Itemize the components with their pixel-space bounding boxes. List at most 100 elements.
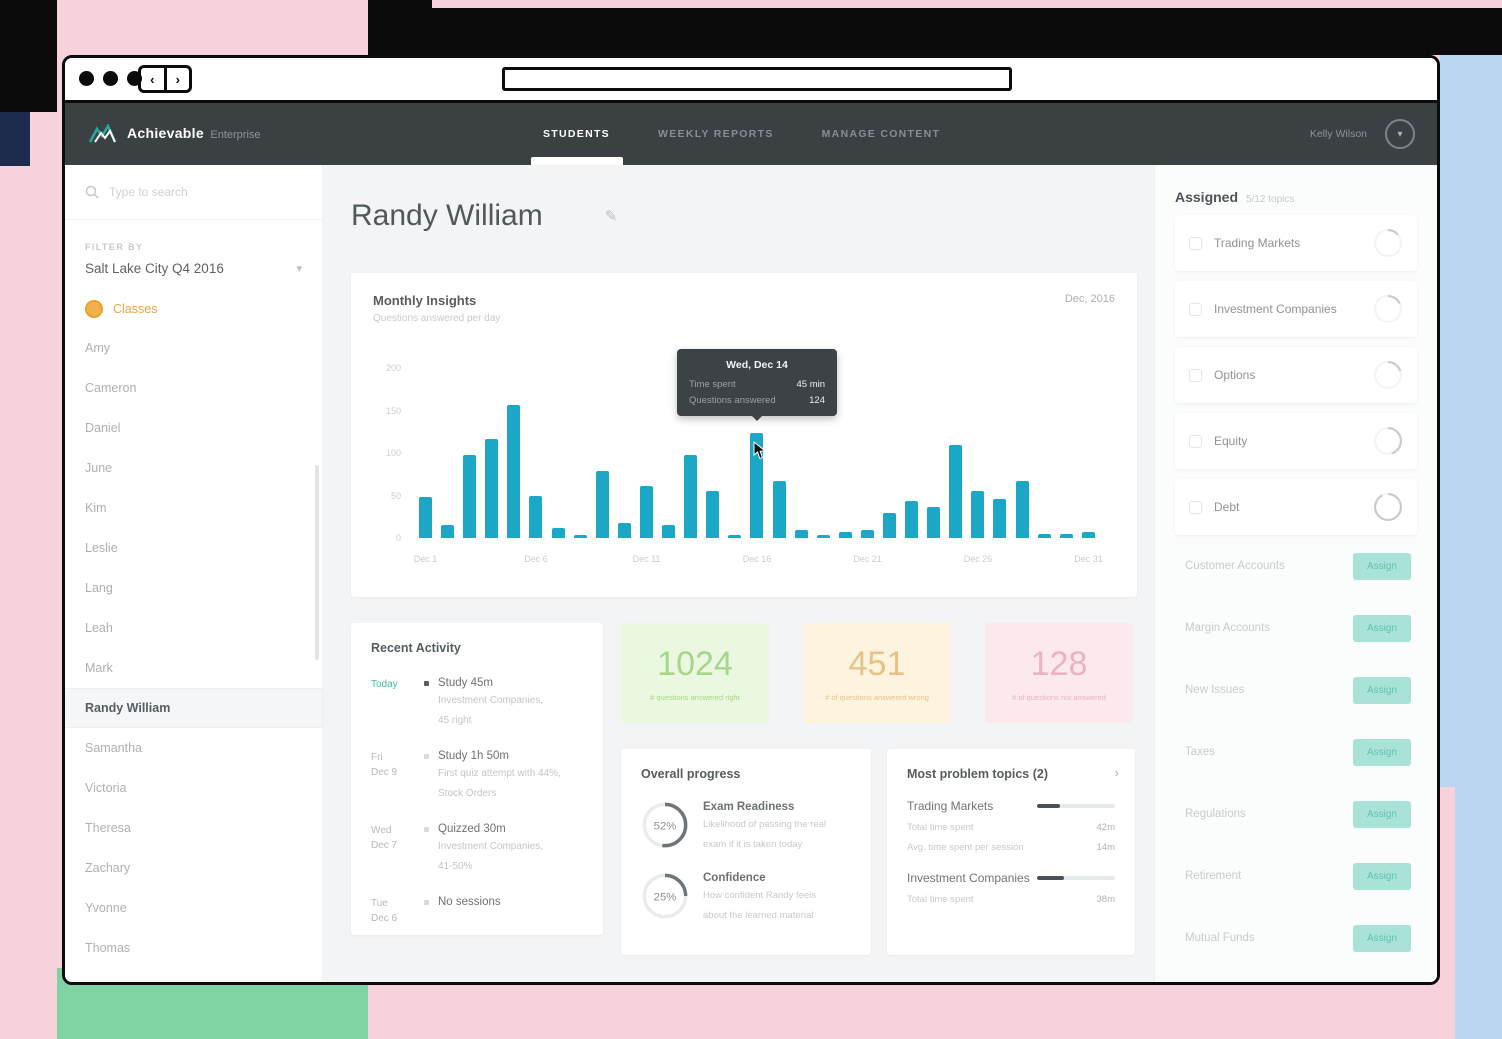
activity-bullet-icon bbox=[424, 754, 429, 759]
chart-bar[interactable] bbox=[639, 486, 653, 538]
chart-bar[interactable] bbox=[573, 534, 587, 538]
chart-bar[interactable] bbox=[529, 496, 543, 538]
assigned-topic-card[interactable]: Trading Markets bbox=[1175, 215, 1417, 271]
chart-bar[interactable] bbox=[927, 506, 941, 538]
chart-bar[interactable] bbox=[662, 525, 676, 538]
chart-bar[interactable] bbox=[949, 444, 963, 538]
chart-bar[interactable] bbox=[617, 522, 631, 538]
sidebar-item-student[interactable]: Yvonne bbox=[85, 901, 127, 915]
assign-button[interactable]: Assign bbox=[1353, 552, 1411, 580]
sidebar-item-student[interactable]: Mark bbox=[85, 661, 113, 675]
chart-bar[interactable] bbox=[860, 529, 874, 538]
activity-date-line: Tue bbox=[371, 898, 388, 909]
progress-text: Confidence How confident Randy feels about… bbox=[703, 872, 816, 923]
sidebar-item-student[interactable]: Cameron bbox=[85, 381, 137, 395]
chart-bar[interactable] bbox=[750, 432, 764, 538]
activity-bullet-icon bbox=[424, 900, 429, 905]
sidebar-item-student[interactable]: Randy William bbox=[65, 688, 322, 728]
progress-item: 52% Exam Readiness Likelihood of passing t… bbox=[641, 801, 851, 852]
user-menu[interactable]: Kelly Wilson ▾ bbox=[1310, 119, 1415, 149]
chart-bar[interactable] bbox=[507, 405, 521, 538]
chart-bar[interactable] bbox=[463, 454, 477, 538]
checkbox-icon[interactable] bbox=[1189, 236, 1202, 250]
chart-bar[interactable] bbox=[706, 491, 720, 538]
sidebar-item-student[interactable]: Zachary bbox=[85, 861, 131, 875]
chevron-right-icon[interactable]: › bbox=[1114, 765, 1119, 780]
sidebar-item-student[interactable]: Kim bbox=[85, 501, 107, 515]
recent-activity-card: Recent Activity Today Study 45m Investment… bbox=[351, 623, 603, 935]
sidebar-item-student[interactable]: Victoria bbox=[85, 781, 127, 795]
assign-button[interactable]: Assign bbox=[1353, 738, 1411, 766]
avatar[interactable]: ▾ bbox=[1385, 119, 1415, 149]
assigned-panel: Assigned 5/12 topics Trading Markets Inve… bbox=[1154, 165, 1437, 982]
chart-bar[interactable] bbox=[684, 454, 698, 538]
checkbox-icon[interactable] bbox=[1189, 500, 1202, 514]
chart-bar[interactable] bbox=[1059, 533, 1073, 538]
window-controls bbox=[79, 71, 142, 86]
activity-date-line: Today bbox=[371, 679, 398, 690]
window-control-dot[interactable] bbox=[103, 71, 118, 86]
assigned-topic-card[interactable]: Equity bbox=[1175, 413, 1417, 469]
chart-bar[interactable] bbox=[1015, 481, 1029, 538]
tab-students[interactable]: STUDENTS bbox=[543, 103, 610, 165]
checkbox-icon[interactable] bbox=[1189, 434, 1202, 448]
chart-bar[interactable] bbox=[419, 497, 432, 538]
topic-progress-ring-icon bbox=[1374, 229, 1402, 257]
assign-button[interactable]: Assign bbox=[1353, 924, 1411, 952]
chart-bar[interactable] bbox=[441, 525, 455, 538]
chart-bar[interactable] bbox=[905, 501, 919, 538]
window-control-dot[interactable] bbox=[79, 71, 94, 86]
sidebar-item-student[interactable]: June bbox=[85, 461, 113, 475]
back-button[interactable]: ‹ bbox=[141, 68, 167, 90]
checkbox-icon[interactable] bbox=[1189, 302, 1202, 316]
progress-description: about the learned material bbox=[703, 910, 814, 922]
sidebar-item-student[interactable]: Daniel bbox=[85, 421, 121, 435]
tab-manage-content[interactable]: MANAGE CONTENT bbox=[821, 128, 941, 140]
sidebar-item-student[interactable]: Theresa bbox=[85, 821, 131, 835]
chart-bar[interactable] bbox=[993, 498, 1007, 538]
chart-bar[interactable] bbox=[551, 527, 565, 538]
assigned-topic-card[interactable]: Debt bbox=[1175, 479, 1417, 535]
chart-bar[interactable] bbox=[971, 491, 985, 538]
chart-bar[interactable] bbox=[1037, 533, 1051, 538]
chart-bar[interactable] bbox=[728, 534, 742, 538]
assigned-topic-card[interactable]: Options bbox=[1175, 347, 1417, 403]
sidebar-item-student[interactable]: Leslie bbox=[85, 541, 118, 555]
chart-bar[interactable] bbox=[1081, 532, 1095, 538]
sidebar-item-student[interactable]: Samantha bbox=[85, 741, 142, 755]
chart-bar[interactable] bbox=[772, 481, 786, 538]
y-axis-label: 0 bbox=[395, 533, 401, 543]
assign-button[interactable]: Assign bbox=[1353, 676, 1411, 704]
chart-bar[interactable] bbox=[485, 439, 499, 538]
chart-bar[interactable] bbox=[816, 534, 830, 538]
tab-weekly-reports[interactable]: WEEKLY REPORTS bbox=[658, 128, 774, 140]
chart-bar[interactable] bbox=[838, 532, 852, 538]
edit-pencil-icon[interactable]: ✎ bbox=[604, 208, 618, 225]
class-selector-dropdown[interactable]: Salt Lake City Q4 2016 ▾ bbox=[65, 252, 322, 276]
y-axis-label: 50 bbox=[390, 490, 401, 501]
chart-bar[interactable] bbox=[595, 470, 609, 538]
assigned-topic-card[interactable]: Investment Companies bbox=[1175, 281, 1417, 337]
assigned-topic-name: Options bbox=[1214, 368, 1256, 382]
sidebar-item-student[interactable]: Leah bbox=[85, 621, 113, 635]
forward-button[interactable]: › bbox=[175, 71, 180, 87]
sidebar-item-student[interactable]: Thomas bbox=[85, 941, 131, 955]
activity-body: No sessions bbox=[438, 896, 501, 926]
chart-bar[interactable] bbox=[882, 512, 896, 538]
search-input[interactable] bbox=[109, 185, 269, 199]
sidebar-scrollbar[interactable] bbox=[315, 465, 319, 660]
problem-topic-header: Investment Companies bbox=[907, 871, 1115, 885]
url-bar[interactable] bbox=[502, 67, 1012, 91]
checkbox-icon[interactable] bbox=[1189, 368, 1202, 382]
sidebar-item-student[interactable]: Lang bbox=[85, 581, 113, 595]
classes-link[interactable]: Classes bbox=[65, 276, 322, 328]
activity-title: No sessions bbox=[438, 896, 501, 908]
search-row bbox=[65, 165, 322, 220]
brand[interactable]: Achievable Enterprise bbox=[89, 124, 261, 144]
assign-button[interactable]: Assign bbox=[1353, 862, 1411, 890]
chart-bar[interactable] bbox=[794, 529, 808, 538]
assign-button[interactable]: Assign bbox=[1353, 614, 1411, 642]
sidebar-item-student[interactable]: Amy bbox=[85, 341, 110, 355]
assigned-topic-name: Equity bbox=[1214, 434, 1248, 448]
assign-button[interactable]: Assign bbox=[1353, 800, 1411, 828]
